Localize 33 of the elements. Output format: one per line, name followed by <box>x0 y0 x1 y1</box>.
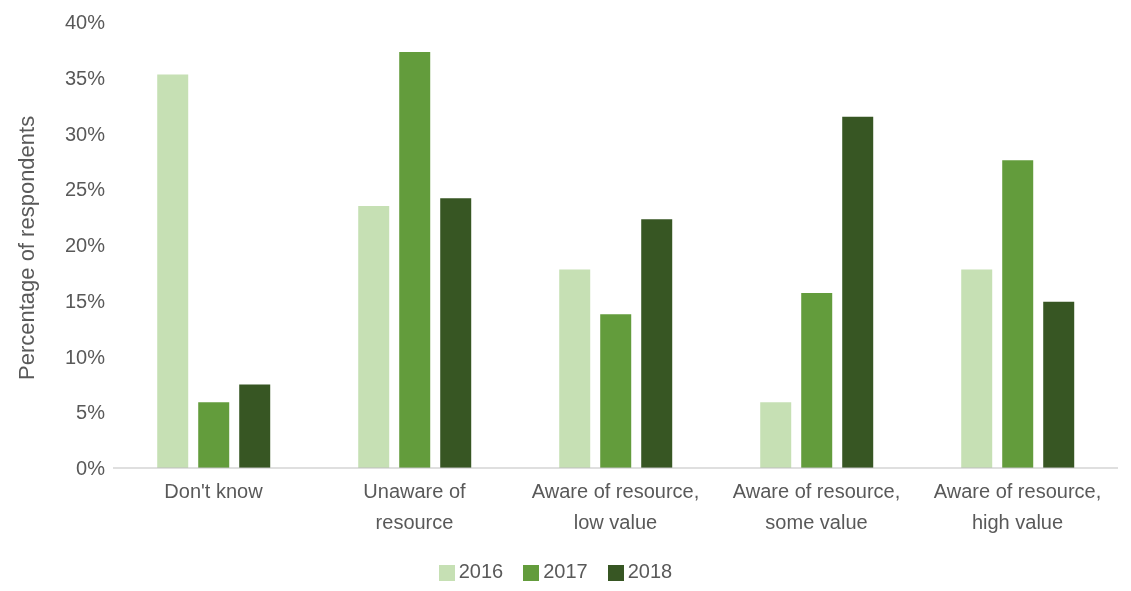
bar <box>961 269 993 468</box>
y-tick-label: 40% <box>64 11 106 34</box>
y-tick-label: 25% <box>64 178 106 201</box>
legend-label: 2018 <box>627 560 673 582</box>
bar <box>842 116 874 468</box>
y-axis-title: Percentage of respondents <box>13 115 39 380</box>
x-tick-label: Unaware of resource <box>363 480 467 533</box>
x-tick-label: Aware of resource, some value <box>732 480 901 533</box>
legend-label: 2016 <box>458 560 504 582</box>
y-tick-label: 20% <box>64 234 106 257</box>
y-tick-label: 5% <box>76 401 106 424</box>
bar <box>198 402 230 468</box>
y-tick-label: 15% <box>64 289 106 312</box>
bar <box>440 198 472 468</box>
x-tick-label: Aware of resource, high value <box>933 480 1102 533</box>
x-tick-label: Aware of resource, low value <box>531 480 700 533</box>
x-tick-label: Don't know <box>164 480 264 502</box>
bar <box>641 219 673 468</box>
bar <box>760 402 792 468</box>
bar <box>399 52 431 468</box>
y-tick-label: 0% <box>76 457 106 480</box>
bar <box>157 74 189 468</box>
bar <box>600 314 632 468</box>
y-tick-label: 35% <box>64 66 106 89</box>
bar <box>801 292 833 468</box>
bar <box>239 384 271 468</box>
y-tick-label: 30% <box>64 122 106 145</box>
bar <box>358 205 390 468</box>
legend-label: 2017 <box>543 560 588 582</box>
bar <box>1002 160 1034 468</box>
bar <box>559 269 591 468</box>
bar <box>1043 301 1075 468</box>
y-tick-label: 10% <box>64 345 106 368</box>
